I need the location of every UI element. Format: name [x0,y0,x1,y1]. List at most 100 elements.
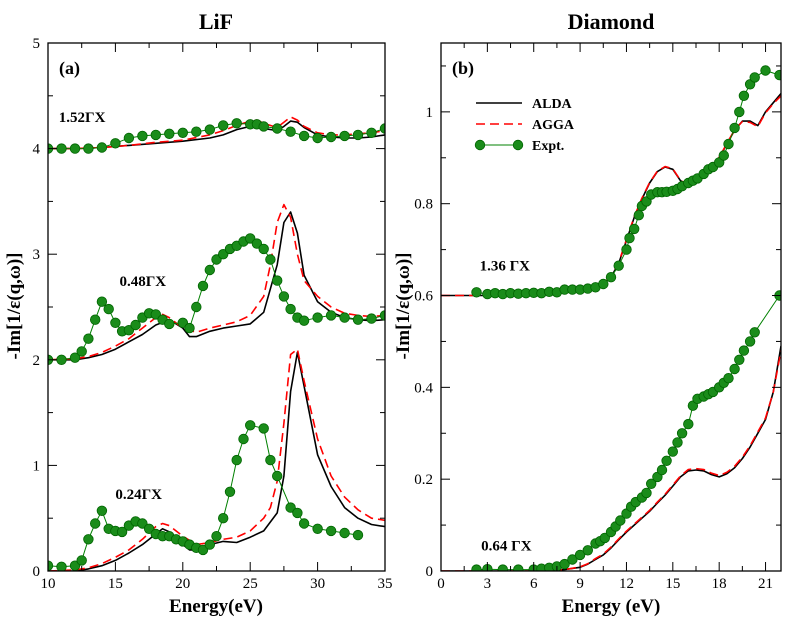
lif-expt-point [56,143,67,154]
lif-expt-point [312,312,323,323]
lif-expt-point [177,127,189,139]
lif-expt-point [164,128,175,140]
lif-expt-point [96,142,108,153]
lif-expt-point [123,132,135,144]
lif-expt-point [56,561,67,571]
chart-title-diamond: Diamond [568,9,655,34]
lif-expt-point [272,123,283,134]
x-tick-label-diamond: 15 [665,576,680,592]
diamond-expt-point [723,138,734,150]
plot-area-lif [48,116,385,571]
legend-label-agga: AGGA [532,118,575,133]
diamond-expt-point [613,260,624,271]
lif-expt-point [83,143,94,154]
lif-expt-point [204,124,216,135]
y-tick-label-lif: 5 [33,36,41,52]
lif-expt-point [265,254,276,265]
lif-expt-point [285,303,296,315]
y-tick-label-diamond: 0.4 [414,380,433,396]
lif-expt-point [352,129,364,141]
diamond-expt-point [656,464,668,476]
panel-label-a: (a) [59,58,80,79]
diamond-agga-line-0 [441,95,781,297]
x-axis-label-lif: Energy(eV) [169,596,263,617]
plot-frame-diamond [440,42,782,572]
x-tick-label-diamond: 12 [619,576,634,592]
lif-expt-point [96,505,108,517]
diamond-expt-point [729,122,740,134]
lif-expt-point [224,486,236,498]
lif-agga-line-1 [48,203,385,361]
lif-expt-point [116,526,128,538]
diamond-expt-point [760,65,771,76]
lif-alda-line-1 [48,211,385,361]
diamond-expt-point [738,90,750,102]
diamond-expt-point [749,327,760,338]
x-tick-label-lif: 15 [108,576,123,592]
x-tick-label-lif: 30 [310,576,325,592]
diamond-expt-point [471,564,482,571]
lif-expt-point [238,433,249,445]
panel-diamond: Diamond -Im[1/ε(q,ω)] Energy (eV) (b) 0 3… [393,9,782,617]
diamond-expt-point [676,428,688,439]
lif-expt-point [231,118,242,129]
lif-expt-point [197,544,209,556]
lif-alda-line-2 [48,351,385,571]
lif-expt-point [231,454,242,466]
lif-expt-point [76,555,87,566]
lif-expt-point [217,248,229,260]
panel-label-b: (b) [452,58,474,79]
diamond-expt-point [513,564,524,571]
lif-expt-point [339,130,350,142]
diamond-agga-line-1 [441,350,781,571]
lif-expt-point [312,132,323,144]
diamond-expt-point [738,345,750,356]
diamond-expt-point [729,363,740,375]
lif-expt-point [258,243,269,255]
diamond-expt-point [646,478,657,490]
lif-expt-point [244,420,256,431]
lif-expt-point [191,301,202,313]
lif-agga-line-2 [48,348,385,571]
lif-expt-point [298,518,310,529]
diamond-expt-point [471,287,482,298]
x-tick-label-diamond: 18 [712,576,727,592]
x-axis-label-diamond: Energy (eV) [562,596,661,617]
lif-expt-point [272,275,283,286]
legend-label-expt: Expt. [532,139,564,154]
lif-expt-point [258,121,269,132]
diamond-expt-point [749,72,760,83]
y-tick-label-lif: 0 [33,564,41,580]
lif-expt-point [258,423,269,434]
y-tick-label-diamond: 0.2 [414,472,433,488]
y-tick-label-diamond: 0 [426,564,434,580]
y-tick-label-diamond: 0.8 [414,197,433,213]
lif-expt-point [366,313,377,324]
lif-expt-point [312,523,323,535]
y-axis-label-diamond: -Im[1/ε(q,ω)] [393,253,414,360]
diamond-expt-point [661,455,672,467]
lif-expt-point [352,529,364,541]
lif-expt-point [285,502,296,513]
lif-expt-point [83,534,94,545]
lif-expt-point [89,314,101,325]
diamond-expt-point [774,69,781,81]
diamond-expt-point [574,549,586,561]
x-tick-label-diamond: 0 [437,576,445,592]
lif-expt-point [217,120,229,131]
lif-expt-point [298,130,310,142]
x-tick-label-diamond: 9 [576,576,584,592]
diamond-expt-point [718,150,730,161]
lif-expt-point [164,318,175,330]
lif-expt-point [137,130,148,142]
lif-expt-point [292,507,303,519]
lif-expt-point [191,126,202,137]
diamond-expt-point [723,373,734,384]
lif-expt-point [265,454,276,466]
lif-expt-point [217,513,229,524]
lif-expt-point [204,264,216,276]
diamond-expt-point [621,244,632,255]
x-tick-label-lif: 35 [378,576,393,592]
curve-label-diamond: 1.36 ΓX [480,258,531,274]
